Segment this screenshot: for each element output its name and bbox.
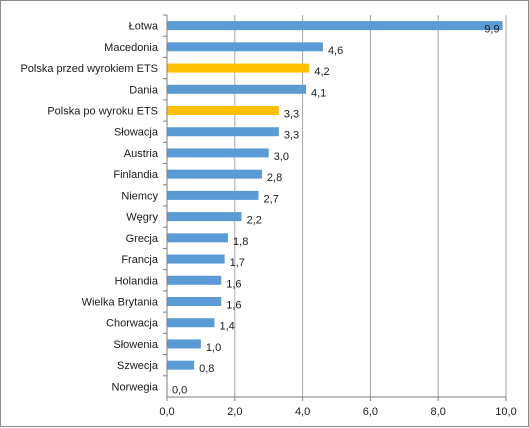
x-tick-label: 2,0 [227, 406, 242, 418]
bar [167, 84, 306, 94]
category-label: Francja [121, 254, 159, 266]
data-label: 4,1 [311, 87, 326, 99]
category-label: Finlandia [113, 169, 159, 181]
category-label: Polska przed wyrokiem ETS [20, 63, 158, 75]
data-label: 1,4 [219, 321, 234, 333]
data-label: 1,6 [226, 278, 241, 290]
category-label: Chorwacja [106, 318, 159, 330]
bar [167, 212, 242, 222]
data-label: 3,3 [284, 130, 299, 142]
category-label: Łotwa [129, 21, 159, 33]
bar [167, 148, 269, 158]
data-label: 0,8 [199, 363, 214, 375]
bar [167, 127, 279, 137]
data-label: 2,2 [247, 215, 262, 227]
bar [167, 42, 323, 52]
category-label: Dania [129, 84, 159, 96]
data-label: 2,8 [267, 172, 282, 184]
data-label: 9,9 [484, 24, 499, 36]
data-label: 0,0 [172, 384, 187, 396]
category-label: Wielka Brytania [82, 297, 159, 309]
data-label: 1,8 [233, 236, 248, 248]
bar [167, 106, 279, 115]
category-label: Słowacja [114, 127, 159, 139]
category-label: Polska po wyroku ETS [47, 106, 158, 118]
data-label: 1,0 [206, 342, 221, 354]
bar [167, 275, 222, 285]
bar [167, 233, 229, 243]
axes [163, 14, 507, 401]
category-label: Niemcy [121, 190, 158, 202]
category-label: Słowenia [113, 339, 159, 351]
category-label: Węgry [126, 212, 158, 224]
data-label: 3,0 [274, 151, 289, 163]
bar [167, 63, 310, 73]
data-label: 3,3 [284, 109, 299, 121]
category-label: Norwegia [112, 381, 159, 393]
data-label: 4,6 [328, 45, 343, 57]
data-label: 2,7 [264, 193, 279, 205]
bar [167, 297, 222, 306]
bar [167, 339, 201, 349]
category-label: Grecja [126, 233, 159, 245]
bar [167, 169, 262, 179]
data-label: 4,2 [314, 66, 329, 78]
bar [167, 190, 259, 200]
x-tick-label: 6,0 [363, 406, 378, 418]
bar [167, 318, 215, 328]
category-label: Austria [124, 148, 159, 160]
bar [167, 21, 503, 31]
gridlines [234, 15, 507, 397]
x-tick-label: 10,0 [495, 406, 516, 418]
labels: 0,0 2,0 4,0 6,0 8,0 10,0 Łotwa 9,9 Macedonia 4,6 P… [20, 21, 516, 418]
category-label: Holandia [115, 275, 159, 287]
x-tick-label: 4,0 [295, 406, 310, 418]
data-label: 1,7 [230, 257, 245, 269]
x-tick-label: 8,0 [431, 406, 446, 418]
bar [167, 254, 225, 264]
bar [167, 360, 195, 370]
category-label: Macedonia [104, 42, 159, 54]
bars [167, 21, 503, 370]
x-tick-label: 0,0 [159, 406, 174, 418]
category-label: Szwecja [117, 360, 159, 372]
data-label: 1,6 [226, 300, 241, 312]
